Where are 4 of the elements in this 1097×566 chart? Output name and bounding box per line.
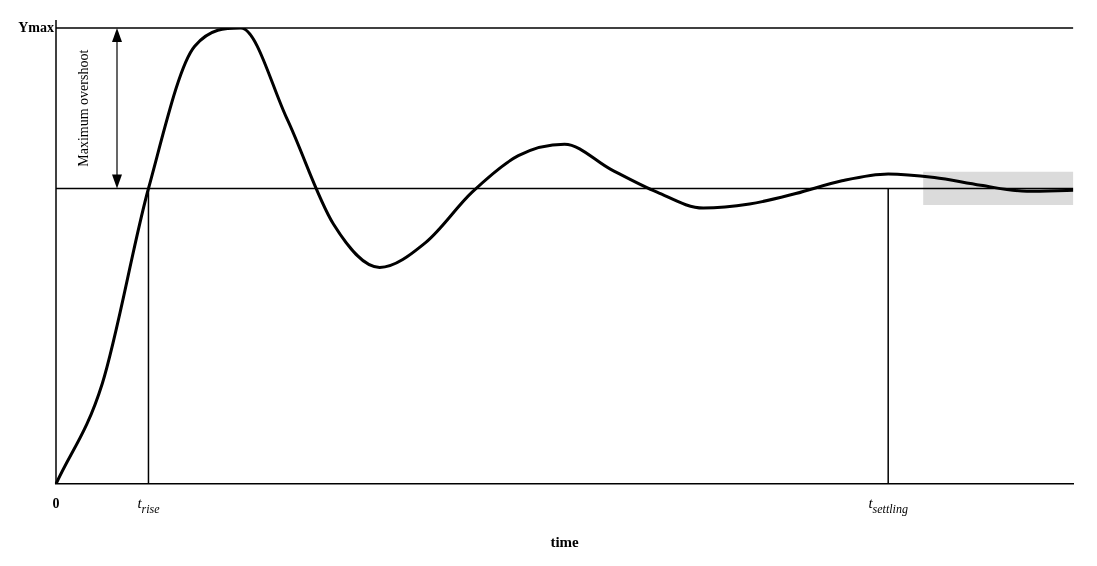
x-tick-label: 0 <box>52 496 60 511</box>
x-axis-title: time <box>550 533 580 550</box>
ref-line-label: Ymax <box>18 19 54 35</box>
annotation: Maximum overshoot <box>75 49 91 167</box>
